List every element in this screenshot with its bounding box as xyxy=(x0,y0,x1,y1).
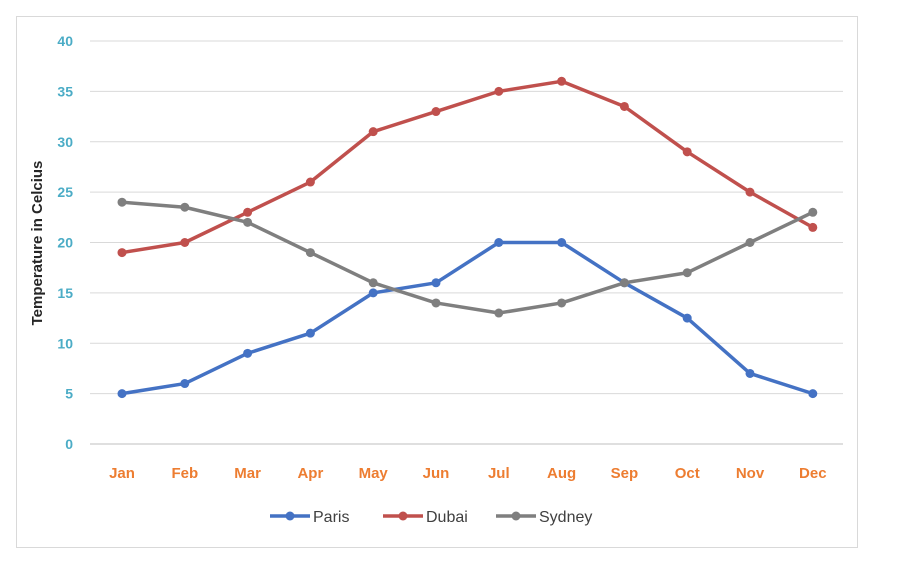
data-point xyxy=(117,248,127,258)
data-point xyxy=(368,278,378,288)
data-point xyxy=(808,207,818,217)
y-axis-label: Temperature in Celcius xyxy=(29,161,46,326)
y-tick-label: 0 xyxy=(65,436,73,452)
series-line xyxy=(120,240,815,396)
x-tick-label: Mar xyxy=(234,465,261,482)
data-point xyxy=(431,298,441,308)
legend-item-dubai: Dubai xyxy=(383,509,468,526)
y-tick-label: 25 xyxy=(57,184,73,200)
series-sydney xyxy=(117,197,818,318)
x-tick-label: Jun xyxy=(423,465,450,482)
x-tick-label: May xyxy=(359,465,389,482)
x-tick-label: Apr xyxy=(297,465,323,482)
y-tick-label: 5 xyxy=(65,386,73,402)
data-point xyxy=(808,389,818,399)
x-tick-label: Nov xyxy=(736,465,765,482)
data-point xyxy=(431,278,441,288)
data-point xyxy=(305,248,315,258)
data-point xyxy=(180,202,190,212)
data-point xyxy=(557,298,567,308)
data-point xyxy=(305,177,315,187)
legend-label: Dubai xyxy=(426,509,468,526)
data-point xyxy=(682,268,692,278)
data-point xyxy=(243,348,253,358)
data-point xyxy=(682,147,692,157)
y-axis-ticks: 0 5 10 15 20 25 30 35 40 xyxy=(57,33,73,452)
data-point xyxy=(368,127,378,137)
legend-marker xyxy=(511,511,521,521)
series-line xyxy=(120,79,815,255)
data-point xyxy=(745,238,755,247)
x-tick-label: Sep xyxy=(611,465,639,482)
legend: Paris Dubai Sydney xyxy=(270,509,592,526)
data-point xyxy=(682,313,692,323)
y-tick-label: 35 xyxy=(57,83,73,99)
x-tick-label: Jul xyxy=(488,465,510,482)
data-point xyxy=(494,308,504,318)
y-tick-label: 40 xyxy=(57,33,73,49)
series-group xyxy=(117,76,818,399)
data-point xyxy=(180,238,190,247)
x-axis-ticks: Jan Feb Mar Apr May Jun Jul Aug Sep Oct Nov Dec xyxy=(109,465,826,482)
data-point xyxy=(305,328,315,338)
data-point xyxy=(368,288,378,298)
y-tick-label: 10 xyxy=(57,335,73,351)
gridlines xyxy=(90,40,843,445)
data-point xyxy=(557,76,567,86)
data-point xyxy=(243,207,253,217)
legend-marker xyxy=(285,511,295,521)
data-point xyxy=(745,368,755,378)
data-point xyxy=(180,379,190,389)
legend-item-sydney: Sydney xyxy=(496,509,592,526)
data-point xyxy=(494,86,504,96)
data-point xyxy=(619,278,629,288)
legend-item-paris: Paris xyxy=(270,509,349,526)
y-tick-label: 30 xyxy=(57,134,73,150)
y-tick-label: 20 xyxy=(57,235,73,251)
data-point xyxy=(117,197,127,207)
data-point xyxy=(494,238,504,247)
data-point xyxy=(431,107,441,117)
data-point xyxy=(117,389,127,399)
x-tick-label: Oct xyxy=(675,465,700,482)
data-point xyxy=(745,187,755,197)
data-point xyxy=(557,238,567,247)
data-point xyxy=(243,217,253,227)
legend-label: Paris xyxy=(313,509,349,526)
legend-marker xyxy=(398,511,408,521)
y-tick-label: 15 xyxy=(57,285,73,301)
x-tick-label: Dec xyxy=(799,465,827,482)
x-tick-label: Jan xyxy=(109,465,135,482)
x-tick-label: Aug xyxy=(547,465,576,482)
data-point xyxy=(808,222,818,232)
series-dubai xyxy=(117,76,818,258)
legend-label: Sydney xyxy=(539,509,592,526)
data-point xyxy=(619,101,629,111)
series-line xyxy=(120,200,815,315)
x-tick-label: Feb xyxy=(171,465,198,482)
